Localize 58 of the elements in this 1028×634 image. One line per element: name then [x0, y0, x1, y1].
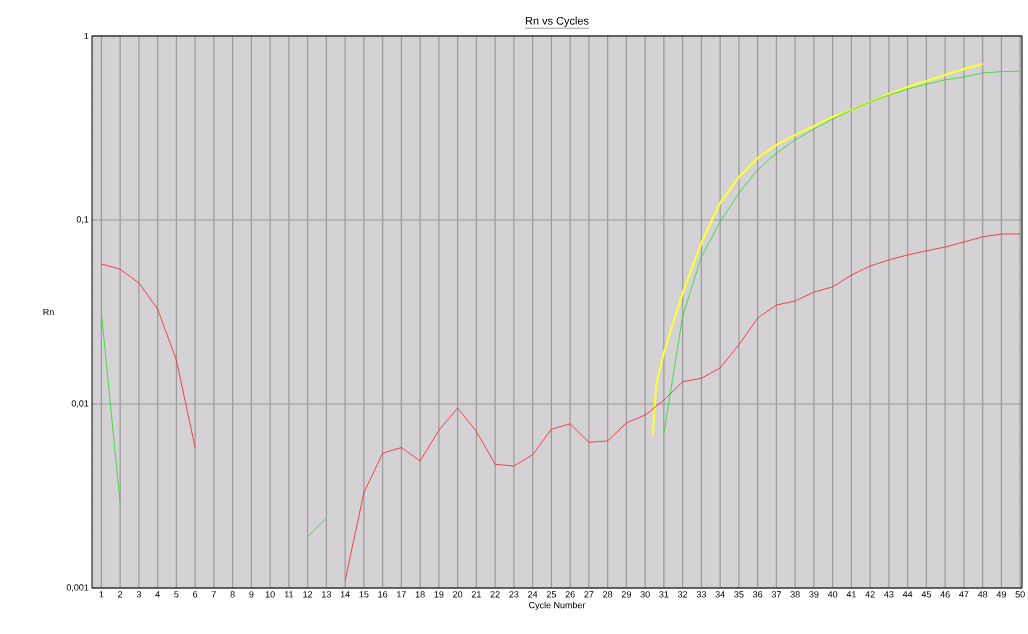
x-tick-label: 50: [1015, 591, 1025, 598]
x-tick-label: 45: [921, 591, 931, 598]
x-tick-label: 33: [696, 591, 706, 598]
chart-title: Rn vs Cycles: [525, 16, 589, 27]
x-tick-label: 4: [155, 591, 160, 598]
x-tick-label: 36: [753, 591, 763, 598]
x-tick-label: 16: [378, 591, 388, 598]
line-series: [651, 63, 984, 436]
x-tick-label: 12: [303, 591, 313, 598]
y-tick-label: 0,001: [66, 584, 89, 592]
x-tick-label: 9: [249, 591, 254, 598]
x-tick-label: 40: [827, 591, 838, 598]
y-axis-title: Rn: [43, 308, 54, 316]
x-tick-label: 48: [977, 591, 988, 598]
x-tick-label: 5: [174, 591, 179, 598]
x-tick-label: 10: [265, 591, 275, 598]
x-tick-label: 24: [528, 591, 538, 598]
x-tick-label: 32: [678, 591, 688, 598]
x-tick-label: 42: [865, 591, 875, 598]
x-tick-label: 14: [340, 591, 350, 598]
x-tick-label: 35: [734, 591, 744, 598]
x-tick-label: 47: [959, 591, 969, 598]
x-tick-label: 15: [359, 591, 369, 598]
x-tick-label: 22: [490, 591, 500, 598]
x-tick-label: 38: [790, 591, 800, 598]
x-tick-label: 21: [471, 591, 481, 598]
x-tick-label: 19: [434, 591, 444, 598]
x-tick-label: 20: [453, 591, 463, 598]
x-tick-label: 7: [211, 591, 216, 598]
x-tick-label: 31: [659, 591, 669, 598]
x-tick-label: 49: [996, 591, 1006, 598]
x-tick-label: 28: [603, 591, 613, 598]
x-axis-title: Cycle Number: [529, 601, 586, 611]
x-tick-label: 23: [509, 591, 519, 598]
x-tick-label: 3: [136, 591, 141, 598]
y-tick-label: 0,1: [76, 216, 89, 224]
x-tick-label: 2: [118, 591, 123, 598]
y-tick-label: 0,01: [71, 400, 89, 408]
x-tick-label: 1: [99, 591, 104, 598]
x-tick-label: 26: [565, 591, 575, 598]
x-tick-label: 11: [284, 591, 294, 598]
y-tick-label: 1: [84, 32, 89, 40]
x-tick-label: 29: [621, 591, 631, 598]
x-tick-label: 27: [584, 591, 594, 598]
x-tick-label: 25: [546, 591, 556, 598]
x-tick-label: 43: [884, 591, 894, 598]
x-tick-label: 34: [715, 591, 725, 598]
x-tick-label: 13: [322, 591, 331, 598]
x-tick-label: 41: [846, 591, 856, 598]
x-tick-label: 8: [230, 591, 235, 598]
x-tick-label: 30: [640, 591, 650, 598]
x-tick-label: 44: [902, 591, 913, 598]
x-tick-label: 18: [415, 591, 425, 598]
x-tick-label: 17: [397, 591, 406, 598]
x-tick-label: 46: [940, 591, 950, 598]
x-tick-label: 37: [771, 591, 781, 598]
x-tick-label: 39: [809, 591, 819, 598]
x-tick-label: 6: [193, 591, 198, 598]
